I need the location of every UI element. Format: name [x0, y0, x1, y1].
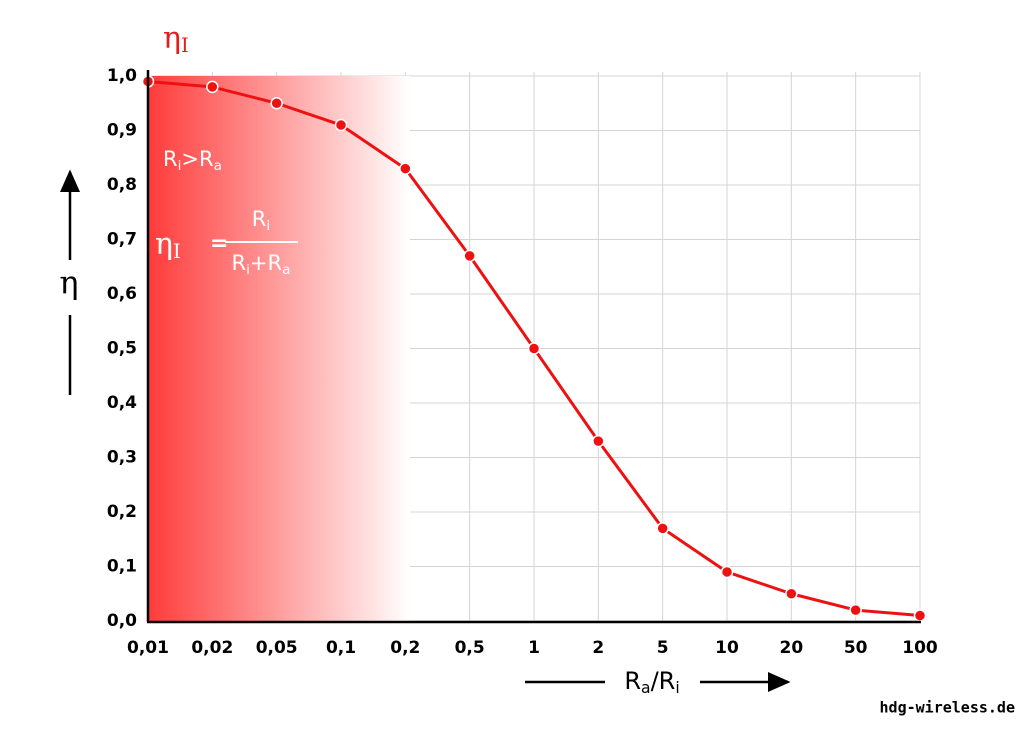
- formula-lhs: ηI: [155, 227, 181, 263]
- region-shade: [148, 76, 410, 621]
- x-tick-label: 1: [528, 638, 540, 658]
- subscript: i: [266, 218, 270, 234]
- text-part: R: [624, 667, 641, 695]
- text-part: >R: [181, 147, 213, 171]
- y-tick-label: 0,6: [107, 284, 137, 304]
- y-tick-label: 0,1: [107, 557, 137, 577]
- text-part: +R: [250, 251, 282, 275]
- y-tick-label: 0,7: [107, 230, 137, 250]
- text-part: R: [232, 251, 247, 275]
- subscript: a: [282, 262, 290, 278]
- x-axis-label: Ra/Ri: [624, 667, 679, 697]
- subscript: I: [173, 240, 181, 263]
- subscript: i: [675, 679, 679, 697]
- y-tick-label: 0,4: [107, 393, 137, 413]
- formula-denominator: Ri+Ra: [232, 251, 291, 278]
- y-tick-label: 0,0: [107, 611, 137, 631]
- x-tick-label: 0,2: [390, 638, 420, 658]
- x-tick-label: 0,01: [127, 638, 169, 658]
- y-axis-label: η: [59, 264, 78, 302]
- subscript: i: [178, 158, 182, 174]
- y-tick-label: 1,0: [107, 66, 137, 86]
- y-tick-label: 0,2: [107, 502, 137, 522]
- x-tick-label: 50: [844, 638, 868, 658]
- data-point: [334, 118, 348, 132]
- data-point: [399, 162, 412, 175]
- x-tick-label: 100: [902, 638, 938, 658]
- x-tick-label: 10: [715, 638, 739, 658]
- formula-equals: =: [210, 231, 228, 256]
- subscript: a: [214, 158, 222, 174]
- y-tick-label: 0,9: [107, 121, 137, 141]
- text-part: /R: [651, 667, 676, 695]
- x-tick-label: 0,02: [191, 638, 233, 658]
- x-tick-label: 0,1: [326, 638, 356, 658]
- subscript: i: [246, 262, 250, 278]
- data-point: [206, 80, 219, 94]
- data-point: [463, 249, 476, 263]
- text-part: R: [252, 207, 267, 231]
- data-point: [849, 603, 862, 617]
- watermark: hdg-wireless.de: [880, 699, 1015, 717]
- data-point: [720, 565, 734, 579]
- data-point: [656, 522, 669, 535]
- x-tick-label: 0,05: [256, 638, 298, 658]
- y-tick-label: 0,3: [107, 448, 137, 468]
- x-tick-label: 5: [657, 638, 669, 658]
- text-part: η: [155, 227, 173, 262]
- subscript: a: [641, 679, 651, 697]
- text-part: R: [163, 147, 178, 171]
- data-point: [913, 609, 927, 622]
- annotation: Ri>Ra: [163, 147, 222, 174]
- y-tick-label: 0,8: [107, 175, 137, 195]
- y-label-gap: [55, 260, 85, 315]
- x-tick-label: 2: [592, 638, 604, 658]
- plot: [141, 75, 927, 622]
- data-point: [270, 97, 283, 110]
- x-tick-label: 0,5: [455, 638, 485, 658]
- formula-numerator: Ri: [252, 207, 270, 234]
- y-tick-label: 0,5: [107, 339, 137, 359]
- x-tick-label: 20: [779, 638, 803, 658]
- text-part: η: [163, 21, 181, 56]
- data-point: [785, 587, 798, 600]
- data-point: [592, 434, 605, 448]
- chart-title: ηI: [163, 21, 189, 57]
- subscript: I: [181, 34, 189, 57]
- data-point: [527, 342, 541, 355]
